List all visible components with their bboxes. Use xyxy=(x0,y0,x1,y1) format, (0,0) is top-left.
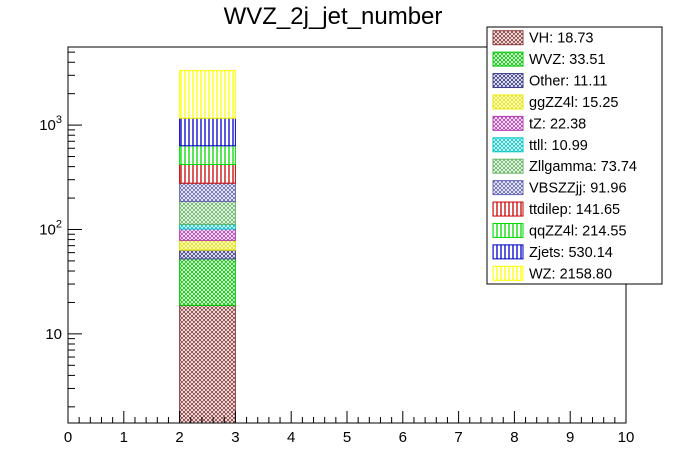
legend-swatch-ttdilep xyxy=(492,201,524,217)
bar-segment-wvz xyxy=(179,258,236,306)
x-tick-label: 8 xyxy=(510,429,518,446)
bar-segment-wz xyxy=(179,70,236,119)
x-tick-label: 5 xyxy=(343,429,351,446)
legend-entry-vbszzjj: VBSZZjj: 91.96 xyxy=(529,181,627,197)
legend-entry-wvz: WVZ: 33.51 xyxy=(529,52,606,68)
bar-segment-tz xyxy=(179,228,236,241)
legend: VH: 18.73 WVZ: 33.51 Other: 11.11 ggZZ4l: 1… xyxy=(486,26,663,285)
bar-segment-zllgamma xyxy=(179,200,236,225)
axes: 0 1 2 3 4 5 6 7 8 9 10 10 102 103 xyxy=(39,51,635,446)
legend-swatch-wvz xyxy=(492,51,524,67)
x-tick-label: 9 xyxy=(566,429,574,446)
legend-swatch-qqzz4l xyxy=(492,222,524,238)
legend-entry-ggzz4l: ggZZ4l: 15.25 xyxy=(529,95,618,111)
bar-segment-ggzz4l xyxy=(179,239,236,251)
legend-swatch-vh xyxy=(492,30,524,46)
legend-swatch-wz xyxy=(492,265,524,281)
legend-entry-ttdilep: ttdilep: 141.65 xyxy=(529,202,620,218)
legend-swatch-tz xyxy=(492,115,524,131)
legend-swatch-zllgamma xyxy=(492,158,524,174)
x-tick-label: 0 xyxy=(64,429,72,446)
legend-entry-zllgamma: Zllgamma: 73.74 xyxy=(529,159,637,175)
y-tick-label: 103 xyxy=(39,114,62,134)
x-tick-label: 3 xyxy=(231,429,239,446)
y-tick-label: 102 xyxy=(39,218,62,238)
bar-segment-zjets xyxy=(179,117,236,147)
legend-box xyxy=(486,26,663,285)
legend-swatch-zjets xyxy=(492,244,524,260)
x-tick-label: 6 xyxy=(399,429,407,446)
legend-entry-ttll: ttll: 10.99 xyxy=(529,138,588,154)
chart-title: WVZ_2j_jet_number xyxy=(224,3,443,30)
x-tick-label: 1 xyxy=(120,429,128,446)
legend-swatch-other xyxy=(492,73,524,89)
legend-swatch-ttll xyxy=(492,137,524,153)
legend-entry-vh: VH: 18.73 xyxy=(529,31,594,47)
bar-segment-vh xyxy=(179,304,236,424)
legend-entry-other: Other: 11.11 xyxy=(529,74,607,90)
x-tick-label: 7 xyxy=(454,429,462,446)
legend-swatch-vbszzjj xyxy=(492,180,524,196)
bar-segment-vbszzjj xyxy=(179,182,236,202)
x-tick-label: 4 xyxy=(287,429,295,446)
legend-entry-qqzz4l: qqZZ4l: 214.55 xyxy=(529,223,627,239)
bar-segment-qqzz4l xyxy=(179,145,236,165)
legend-entry-wz: WZ: 2158.80 xyxy=(529,266,612,282)
x-tick-label: 10 xyxy=(618,429,635,446)
legend-swatch-ggzz4l xyxy=(492,94,524,110)
bar-segment-ttll xyxy=(179,223,236,230)
bar-segment-other xyxy=(179,249,236,260)
legend-entry-tz: tZ: 22.38 xyxy=(529,116,586,132)
legend-entry-zjets: Zjets: 530.14 xyxy=(529,245,613,261)
y-tick-label: 10 xyxy=(45,326,62,343)
x-tick-label: 2 xyxy=(175,429,183,446)
bars-layer xyxy=(179,70,236,424)
bar-segment-ttdilep xyxy=(179,163,236,184)
